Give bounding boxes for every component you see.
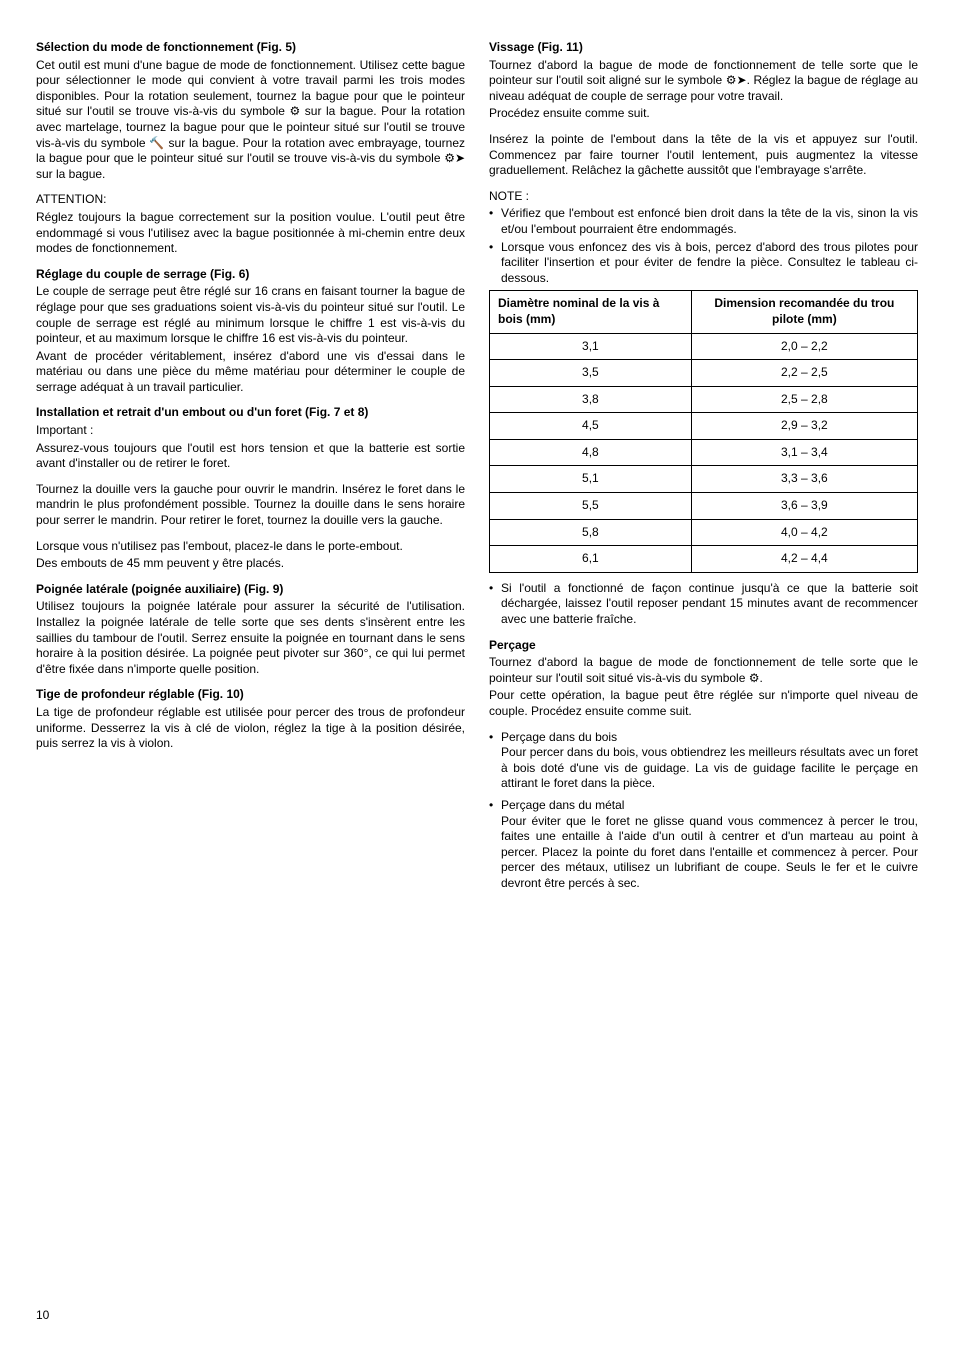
page-number: 10	[36, 1308, 49, 1324]
body-text: Assurez-vous toujours que l'outil est ho…	[36, 441, 465, 472]
section-heading: Vissage (Fig. 11)	[489, 40, 918, 56]
table-cell: 3,1	[490, 333, 692, 360]
body-text: Pour cette opération, la bague peut être…	[489, 688, 918, 719]
table-row: 5,13,3 – 3,6	[490, 466, 918, 493]
body-text: Tournez la douille vers la gauche pour o…	[36, 482, 465, 529]
list-item: Si l'outil a fonctionné de façon continu…	[501, 581, 918, 628]
table-cell: 4,5	[490, 413, 692, 440]
body-text: Tournez d'abord la bague de mode de fonc…	[489, 655, 918, 686]
table-row: 4,52,9 – 3,2	[490, 413, 918, 440]
table-cell: 5,5	[490, 493, 692, 520]
section-heading: Sélection du mode de fonctionnement (Fig…	[36, 40, 465, 56]
table-cell: 4,0 – 4,2	[691, 519, 917, 546]
caution-label: ATTENTION:	[36, 192, 465, 208]
table-row: 3,12,0 – 2,2	[490, 333, 918, 360]
list-item-body: Pour percer dans du bois, vous obtiendre…	[501, 745, 918, 790]
table-cell: 2,2 – 2,5	[691, 360, 917, 387]
body-text: La tige de profondeur réglable est utili…	[36, 705, 465, 752]
section-heading: Réglage du couple de serrage (Fig. 6)	[36, 267, 465, 283]
body-text: Avant de procéder véritablement, insérez…	[36, 349, 465, 396]
table-cell: 2,0 – 2,2	[691, 333, 917, 360]
left-column: Sélection du mode de fonctionnement (Fig…	[36, 30, 465, 894]
table-row: 5,53,6 – 3,9	[490, 493, 918, 520]
table-row: 5,84,0 – 4,2	[490, 519, 918, 546]
table-cell: 3,3 – 3,6	[691, 466, 917, 493]
table-cell: 3,6 – 3,9	[691, 493, 917, 520]
pilot-hole-table: Diamètre nominal de la vis à bois (mm) D…	[489, 290, 918, 573]
list-item: Perçage dans du métal Pour éviter que le…	[501, 798, 918, 892]
section-heading: Perçage	[489, 638, 918, 654]
body-text: Insérez la pointe de l'embout dans la tê…	[489, 132, 918, 179]
table-cell: 3,5	[490, 360, 692, 387]
important-label: Important :	[36, 423, 465, 439]
note-label: NOTE :	[489, 189, 918, 205]
table-row: 3,82,5 – 2,8	[490, 386, 918, 413]
list-item: Lorsque vous enfoncez des vis à bois, pe…	[501, 240, 918, 287]
section-heading: Poignée latérale (poignée auxiliaire) (F…	[36, 582, 465, 598]
table-header: Dimension recomandée du trou pilote (mm)	[691, 291, 917, 333]
body-text: Des embouts de 45 mm peuvent y être plac…	[36, 556, 465, 572]
section-heading: Tige de profondeur réglable (Fig. 10)	[36, 687, 465, 703]
body-text: Le couple de serrage peut être réglé sur…	[36, 284, 465, 346]
after-table-list: Si l'outil a fonctionné de façon continu…	[489, 581, 918, 628]
table-cell: 2,9 – 3,2	[691, 413, 917, 440]
note-list: Vérifiez que l'embout est enfoncé bien d…	[489, 206, 918, 286]
table-cell: 6,1	[490, 546, 692, 573]
drilling-list: Perçage dans du bois Pour percer dans du…	[489, 730, 918, 892]
table-cell: 5,8	[490, 519, 692, 546]
table-cell: 3,8	[490, 386, 692, 413]
list-item: Perçage dans du bois Pour percer dans du…	[501, 730, 918, 792]
body-text: Cet outil est muni d'une bague de mode d…	[36, 58, 465, 183]
list-item: Vérifiez que l'embout est enfoncé bien d…	[501, 206, 918, 237]
table-cell: 3,1 – 3,4	[691, 439, 917, 466]
table-row: 4,83,1 – 3,4	[490, 439, 918, 466]
table-row: 3,52,2 – 2,5	[490, 360, 918, 387]
table-cell: 2,5 – 2,8	[691, 386, 917, 413]
body-text: Lorsque vous n'utilisez pas l'embout, pl…	[36, 539, 465, 555]
list-item-head: Perçage dans du bois	[501, 730, 617, 744]
body-text: Réglez toujours la bague correctement su…	[36, 210, 465, 257]
table-header: Diamètre nominal de la vis à bois (mm)	[490, 291, 692, 333]
list-item-body: Pour éviter que le foret ne glisse quand…	[501, 814, 918, 890]
table-cell: 4,8	[490, 439, 692, 466]
table-cell: 4,2 – 4,4	[691, 546, 917, 573]
table-cell: 5,1	[490, 466, 692, 493]
list-item-head: Perçage dans du métal	[501, 798, 624, 812]
table-row: 6,14,2 – 4,4	[490, 546, 918, 573]
body-text: Tournez d'abord la bague de mode de fonc…	[489, 58, 918, 105]
body-text: Procédez ensuite comme suit.	[489, 106, 918, 122]
section-heading: Installation et retrait d'un embout ou d…	[36, 405, 465, 421]
right-column: Vissage (Fig. 11) Tournez d'abord la bag…	[489, 30, 918, 894]
body-text: Utilisez toujours la poignée latérale po…	[36, 599, 465, 677]
